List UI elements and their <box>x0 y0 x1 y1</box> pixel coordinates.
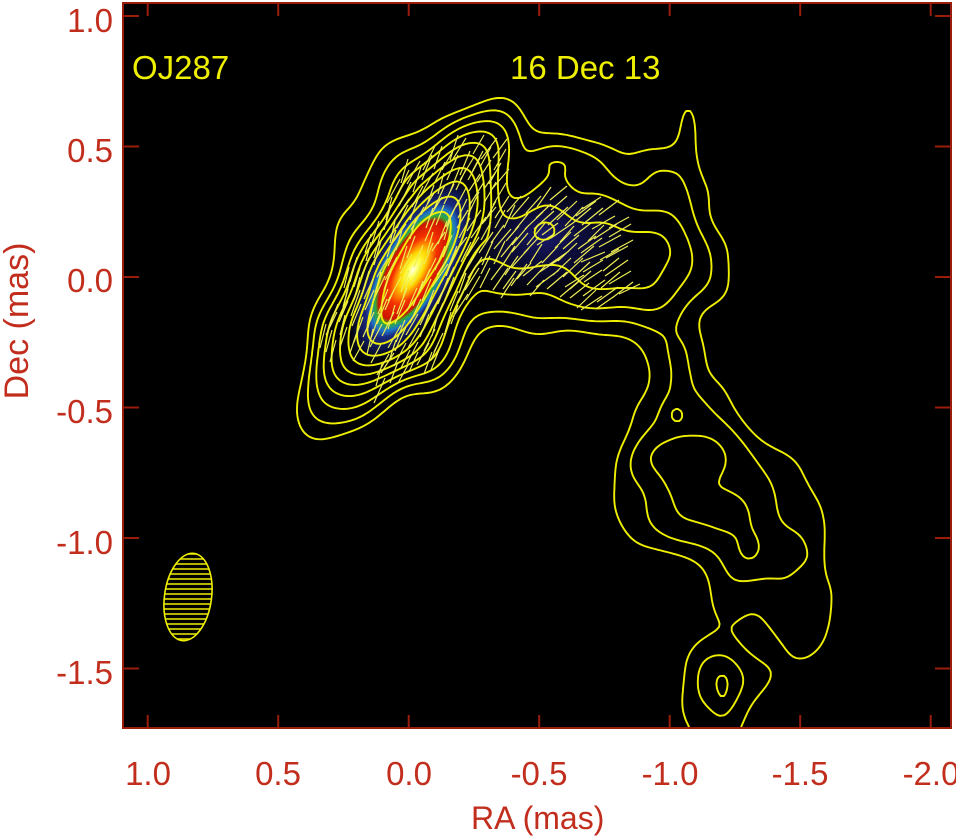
svg-text:16 Dec 13: 16 Dec 13 <box>510 49 660 86</box>
svg-text:OJ287: OJ287 <box>132 49 229 86</box>
